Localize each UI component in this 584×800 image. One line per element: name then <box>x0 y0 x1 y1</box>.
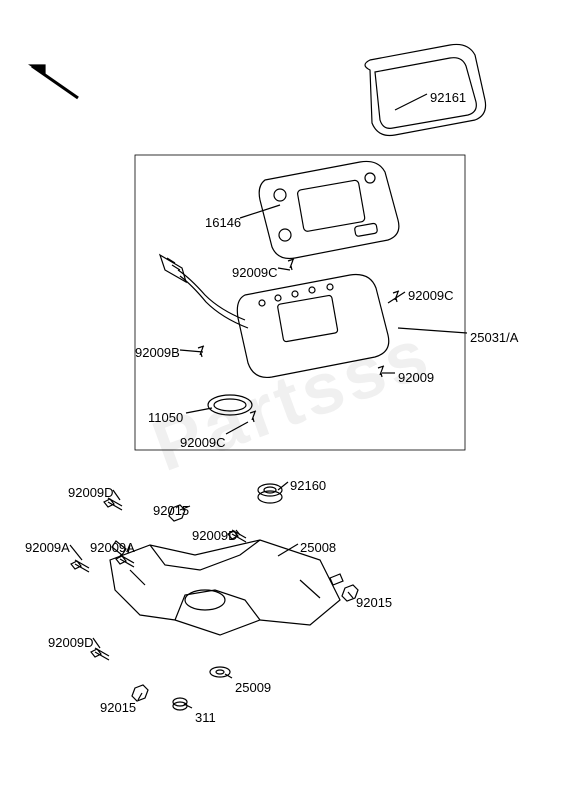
callout-92009: 92009 <box>398 370 434 385</box>
callout-16146: 16146 <box>205 215 241 230</box>
callout-92009b: 92009B <box>135 345 180 360</box>
callout-11050: 11050 <box>148 410 183 425</box>
callout-92015-1: 92015 <box>153 503 189 518</box>
callout-92009a-1: 92009A <box>25 540 70 555</box>
callout-92009d-2: 92009D <box>192 528 238 543</box>
callout-25009: 25009 <box>235 680 271 695</box>
callout-92009a-2: 92009A <box>90 540 135 555</box>
callout-92015-2: 92015 <box>356 595 392 610</box>
callout-92009c-3: 92009C <box>180 435 226 450</box>
callout-25031a: 25031/A <box>470 330 518 345</box>
callout-25008: 25008 <box>300 540 336 555</box>
callout-92015-3: 92015 <box>100 700 136 715</box>
callout-92160: 92160 <box>290 478 326 493</box>
callout-92161: 92161 <box>430 90 466 105</box>
parts-diagram <box>0 0 584 800</box>
callout-92009c-2: 92009C <box>408 288 454 303</box>
callout-92009d-1: 92009D <box>68 485 114 500</box>
callout-92009c-1: 92009C <box>232 265 278 280</box>
callout-92009d-3: 92009D <box>48 635 94 650</box>
callout-311: 311 <box>195 710 216 725</box>
